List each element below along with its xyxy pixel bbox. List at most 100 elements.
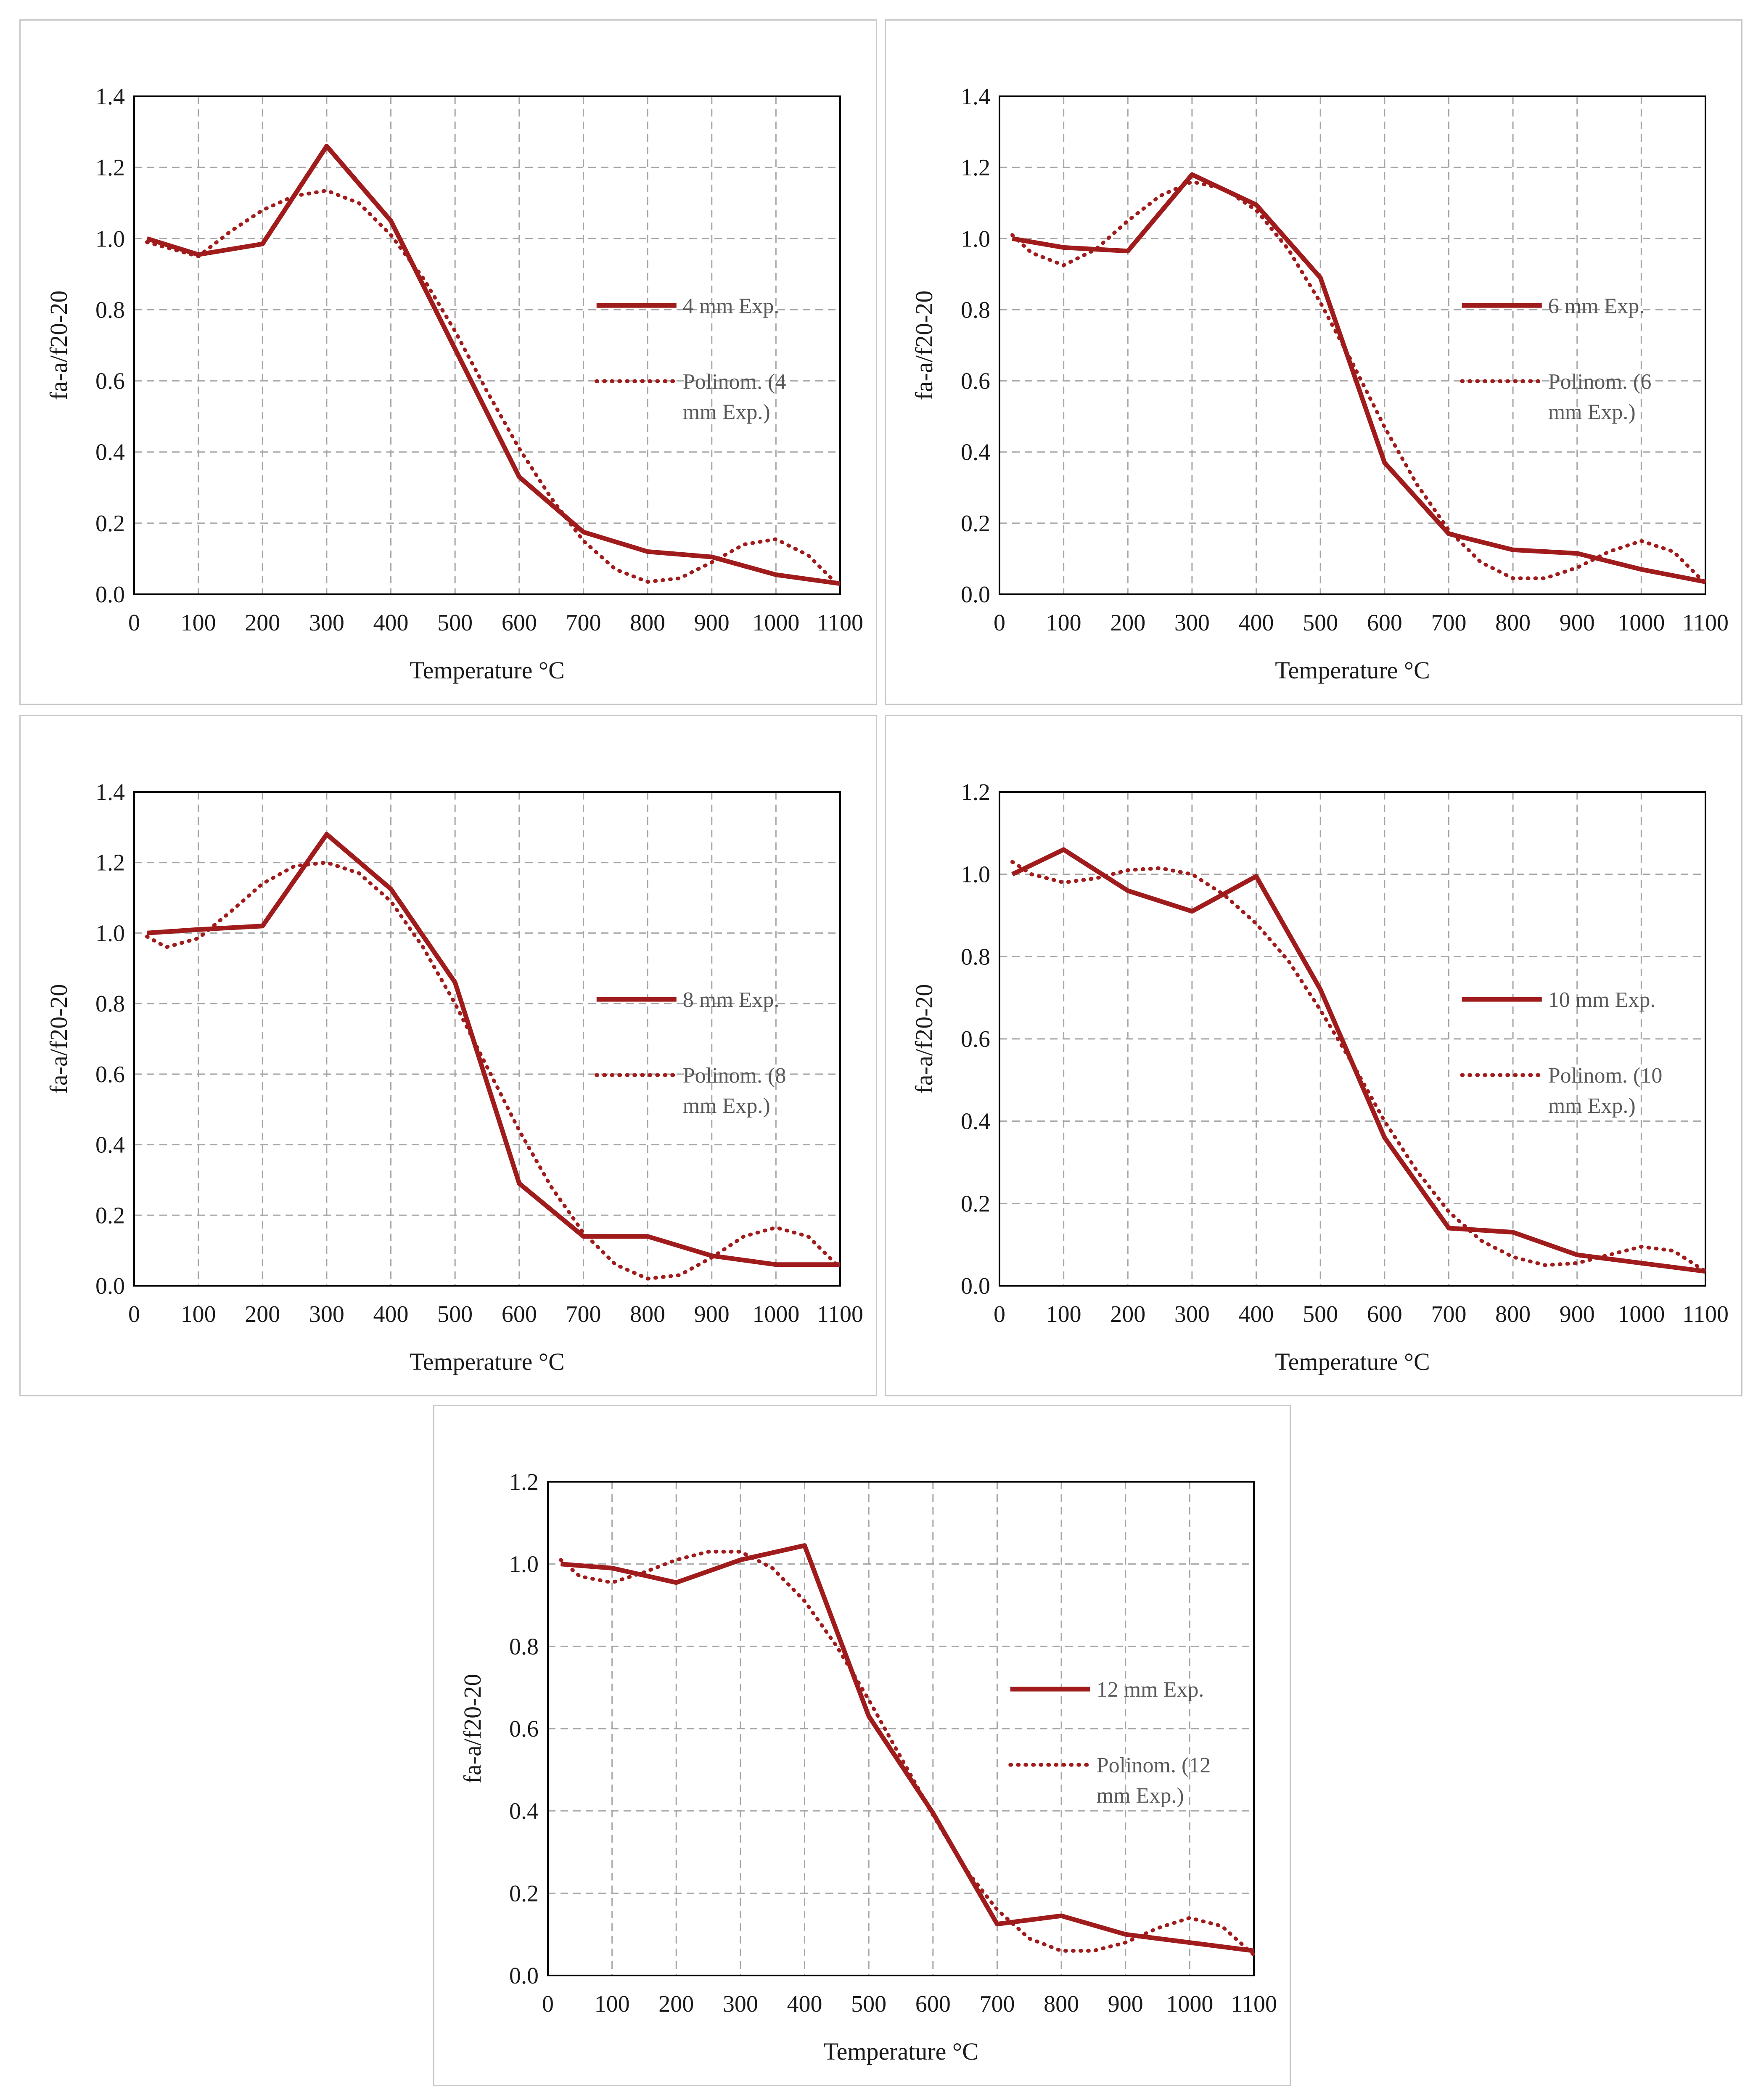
x-tick-label: 1000 (752, 610, 799, 636)
x-tick-label: 100 (181, 1301, 216, 1327)
x-tick-label: 1000 (1618, 1301, 1665, 1327)
x-tick-label: 800 (630, 610, 665, 636)
y-tick-label: 0.0 (95, 1273, 125, 1299)
legend-label-exp: 8 mm Exp. (683, 988, 780, 1012)
x-tick-label: 0 (542, 1991, 554, 2017)
y-tick-label: 0.0 (961, 582, 990, 608)
x-axis-title: Temperature °C (410, 1348, 565, 1375)
chart-svg: 0 100 200 300 400 500 600 700 800 900 1000 1100 0.0 0… (45, 84, 863, 684)
x-tick-label: 1100 (1682, 1301, 1729, 1327)
chart-svg: 0 100 200 300 400 500 600 700 800 900 1000 1100 0.0 0… (45, 779, 863, 1375)
y-tick-label: 1.4 (95, 84, 125, 110)
y-tick-label: 0.6 (961, 1026, 990, 1052)
legend-label-exp: 12 mm Exp. (1097, 1678, 1204, 1702)
y-tick-label: 1.4 (95, 779, 125, 805)
x-tick-label: 300 (723, 1991, 758, 2017)
polynomial-trend-line (145, 861, 842, 1281)
x-tick-label: 700 (1431, 610, 1466, 636)
y-tick-label: 0.2 (95, 511, 125, 537)
y-tick-label: 0.8 (961, 944, 990, 970)
y-tick-label: 0.0 (961, 1273, 990, 1299)
y-tick-label: 0.8 (95, 991, 125, 1017)
x-tick-label: 800 (1044, 1991, 1079, 2017)
plot-frame (999, 95, 1706, 595)
legend-label-poly-line1: Polinom. (4 (683, 370, 786, 394)
y-axis-title: fa-a/f20-20 (910, 291, 938, 400)
polynomial-trend-line (559, 1549, 1256, 1957)
x-tick-label: 100 (1046, 1301, 1081, 1327)
x-tick-label: 200 (245, 610, 280, 636)
experimental-series-line (1011, 847, 1706, 1274)
x-tick-label: 500 (437, 1301, 473, 1327)
y-tick-label: 0.2 (509, 1880, 539, 1907)
y-tick-label: 1.0 (961, 226, 990, 252)
x-tick-label: 800 (1495, 610, 1531, 636)
y-tick-label: 1.2 (95, 850, 125, 876)
x-tick-label: 900 (694, 610, 730, 636)
x-tick-label: 300 (1174, 610, 1210, 636)
x-tick-label: 400 (1239, 1301, 1274, 1327)
y-tick-label: 0.4 (509, 1798, 539, 1825)
experimental-series-line (147, 832, 840, 1267)
legend-label-poly-line1: Polinom. (8 (683, 1064, 786, 1088)
experimental-series-line (146, 143, 841, 586)
polynomial-trend-line (145, 188, 842, 589)
chart-panel-6mm: 0 100 200 300 400 500 600 700 800 900 1000 1100 0.0 0… (885, 19, 1742, 705)
x-tick-label: 500 (437, 610, 473, 636)
legend-label-poly-line2: mm Exp.) (1548, 400, 1636, 424)
legend-label-poly-line1: Polinom. (12 (1097, 1753, 1211, 1777)
x-axis-title: Temperature °C (823, 2038, 978, 2065)
x-tick-label: 900 (1108, 1991, 1143, 2017)
legend-label-poly-line1: Polinom. (6 (1548, 370, 1652, 394)
x-tick-label: 900 (1560, 610, 1595, 636)
legend-label-poly-line2: mm Exp.) (1548, 1094, 1636, 1118)
x-tick-label: 100 (1046, 610, 1081, 636)
y-tick-label: 0.2 (95, 1202, 125, 1229)
x-tick-label: 100 (181, 610, 216, 636)
y-tick-label: 0.6 (95, 1062, 125, 1088)
x-tick-label: 200 (1110, 610, 1145, 636)
chart-panel-4mm: 0 100 200 300 400 500 600 700 800 900 1000 1100 0.0 0… (19, 19, 877, 705)
y-tick-label: 0.4 (961, 440, 990, 466)
x-axis-title: Temperature °C (410, 657, 565, 684)
chart-panel-10mm: 0 100 200 300 400 500 600 700 800 900 1000 1100 0.0 0… (885, 715, 1742, 1396)
chart-svg: 0 100 200 300 400 500 600 700 800 900 1000 1100 0.0 0… (459, 1469, 1277, 2065)
x-tick-label: 400 (373, 1301, 409, 1327)
x-tick-label: 700 (566, 1301, 601, 1327)
legend-label-poly-line1: Polinom. (10 (1548, 1064, 1663, 1088)
plot-frame (547, 1481, 1255, 1976)
x-tick-label: 300 (309, 610, 344, 636)
legend-label-exp: 6 mm Exp. (1548, 294, 1645, 318)
x-tick-label: 400 (1239, 610, 1274, 636)
x-axis-title: Temperature °C (1275, 657, 1430, 684)
y-axis-title: fa-a/f20-20 (910, 984, 938, 1094)
plot-frame (999, 791, 1706, 1287)
x-tick-label: 1000 (752, 1301, 799, 1327)
x-tick-label: 200 (245, 1301, 280, 1327)
y-tick-label: 0.6 (961, 368, 990, 395)
x-tick-label: 1100 (1682, 610, 1729, 636)
x-tick-label: 600 (502, 1301, 537, 1327)
x-tick-label: 1100 (817, 1301, 863, 1327)
y-tick-label: 0.6 (509, 1716, 539, 1742)
x-tick-label: 300 (1174, 1301, 1210, 1327)
y-tick-label: 0.0 (95, 582, 125, 608)
y-tick-label: 0.2 (961, 1191, 990, 1217)
x-tick-label: 200 (658, 1991, 694, 2017)
y-tick-label: 0.6 (95, 368, 125, 395)
y-tick-label: 0.8 (509, 1634, 539, 1660)
plot-frame (133, 791, 841, 1287)
x-tick-label: 1000 (1618, 610, 1665, 636)
x-tick-label: 300 (309, 1301, 344, 1327)
y-tick-label: 0.8 (961, 297, 990, 323)
y-tick-label: 1.2 (961, 779, 990, 805)
x-tick-label: 700 (566, 610, 601, 636)
x-tick-label: 0 (994, 1301, 1005, 1327)
x-tick-label: 900 (1560, 1301, 1595, 1327)
x-tick-label: 700 (1431, 1301, 1466, 1327)
x-tick-label: 0 (128, 1301, 140, 1327)
experimental-series-line (1012, 172, 1706, 584)
plot-frame (133, 95, 841, 595)
x-tick-label: 700 (979, 1991, 1015, 2017)
y-tick-label: 0.8 (95, 297, 125, 323)
